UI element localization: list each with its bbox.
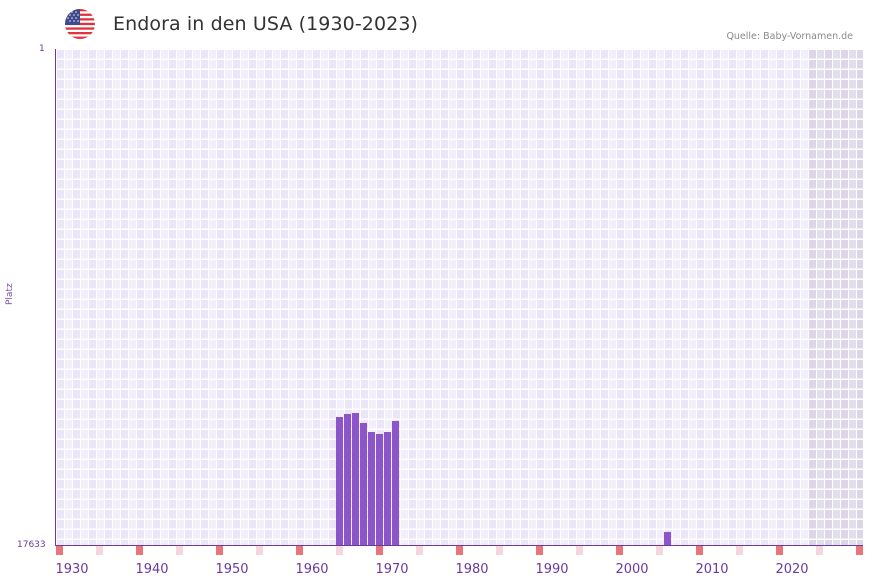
x-tick-2020: 2020 [775, 562, 809, 577]
half-decade-marker [576, 546, 583, 555]
half-decade-marker [176, 546, 183, 555]
x-tick-1970: 1970 [375, 562, 409, 577]
half-decade-marker [256, 546, 263, 555]
y-tick-bottom: 17633 [17, 540, 46, 550]
half-decade-marker [736, 546, 743, 555]
decade-marker [856, 546, 863, 555]
bar-1963[interactable] [336, 417, 343, 545]
x-tick-1930: 1930 [55, 562, 89, 577]
y-axis-title: Platz [5, 283, 15, 305]
decade-marker [56, 546, 63, 555]
decade-marker [536, 546, 543, 555]
plot-area [56, 49, 863, 545]
x-tick-2010: 2010 [695, 562, 729, 577]
decade-marker [616, 546, 623, 555]
y-tick-top: 1 [39, 44, 45, 54]
half-decade-marker [656, 546, 663, 555]
half-decade-marker [96, 546, 103, 555]
decade-marker [696, 546, 703, 555]
x-tick-1940: 1940 [135, 562, 169, 577]
half-decade-marker [816, 546, 823, 555]
half-decade-marker [496, 546, 503, 555]
x-tick-1990: 1990 [535, 562, 569, 577]
bar-2004[interactable] [664, 532, 671, 545]
x-tick-2000: 2000 [615, 562, 649, 577]
source-label: Quelle: Baby-Vornamen.de [726, 31, 853, 42]
decade-marker [376, 546, 383, 555]
bar-1968[interactable] [376, 434, 383, 545]
grid-background [57, 50, 863, 545]
half-decade-marker [336, 546, 343, 555]
decade-marker [136, 546, 143, 555]
x-tick-1980: 1980 [455, 562, 489, 577]
bar-1964[interactable] [344, 414, 351, 545]
bar-1966[interactable] [360, 423, 367, 545]
y-axis-line [55, 49, 56, 546]
x-tick-1950: 1950 [215, 562, 249, 577]
decade-marker [456, 546, 463, 555]
bar-1969[interactable] [384, 432, 391, 545]
decade-marker [216, 546, 223, 555]
bar-1967[interactable] [368, 432, 375, 545]
chart-title: Endora in den USA (1930-2023) [113, 13, 419, 35]
decade-marker [296, 546, 303, 555]
bar-1965[interactable] [352, 413, 359, 545]
us-flag-icon [65, 9, 95, 39]
half-decade-marker [416, 546, 423, 555]
x-tick-1960: 1960 [295, 562, 329, 577]
decade-marker [776, 546, 783, 555]
bar-1970[interactable] [392, 421, 399, 545]
x-axis-line [55, 545, 863, 546]
